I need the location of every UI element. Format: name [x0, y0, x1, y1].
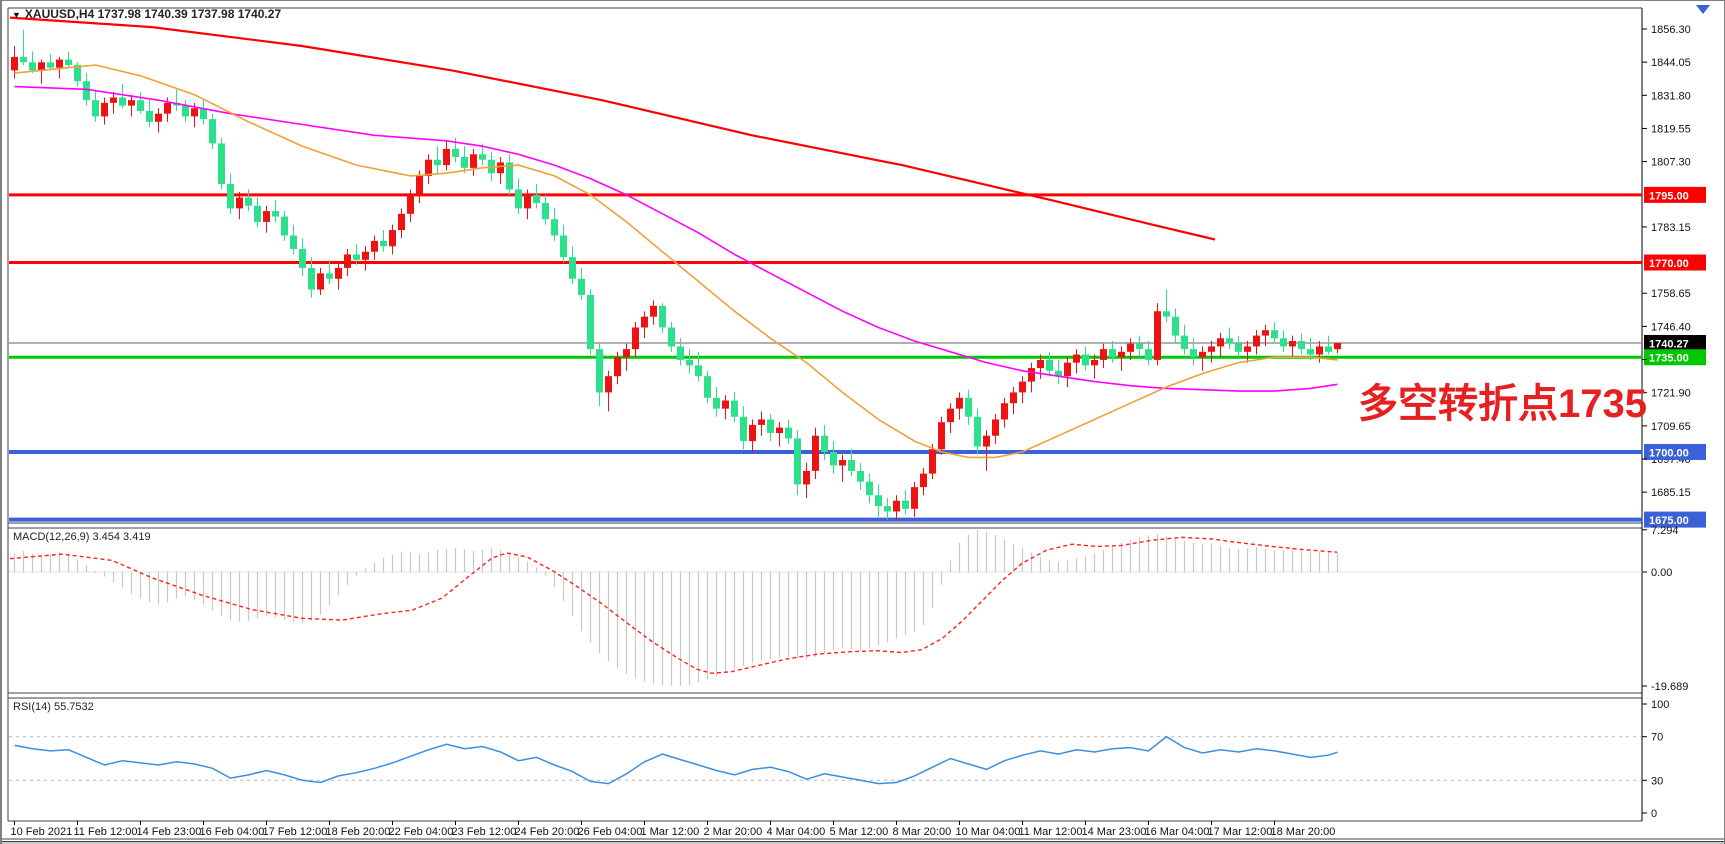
price-badge-label: 1675.00	[1649, 515, 1689, 527]
time-tick-label: 22 Feb 04:00	[389, 826, 454, 838]
macd-tick-label: -19.689	[1651, 681, 1688, 693]
price-badge	[1644, 349, 1706, 366]
price-tick-label: 1746.40	[1651, 321, 1691, 333]
price-badge	[1644, 511, 1706, 528]
time-tick-label: 2 Mar 20:00	[704, 826, 763, 838]
rsi-tick-label: 30	[1651, 775, 1663, 787]
time-tick-label: 1 Mar 12:00	[641, 826, 700, 838]
price-tick-label: 1831.80	[1651, 90, 1691, 102]
time-tick-label: 8 Mar 20:00	[893, 826, 952, 838]
price-tick-label: 1819.55	[1651, 123, 1691, 135]
ma-mid-magenta	[14, 85, 1338, 392]
rsi-tick-label: 0	[1651, 808, 1657, 820]
macd-indicator-label: MACD(12,26,9) 3.454 3.419	[13, 531, 151, 543]
price-tick-label: 1844.05	[1651, 57, 1691, 69]
annotation-text: 多空转折点1735	[1358, 382, 1647, 426]
time-tick-label: 10 Feb 2021	[11, 826, 73, 838]
candles-layer	[11, 56, 1341, 512]
price-tick-label: 1758.65	[1651, 288, 1691, 300]
price-badge-label: 1770.00	[1649, 258, 1689, 270]
rsi-tick-label: 70	[1651, 732, 1663, 744]
time-tick-label: 26 Feb 04:00	[578, 826, 643, 838]
time-tick-label: 10 Mar 04:00	[956, 826, 1021, 838]
time-tick-label: 17 Mar 12:00	[1208, 826, 1273, 838]
macd-signal-line	[9, 536, 1338, 675]
time-tick-label: 11 Feb 12:00	[74, 826, 138, 838]
time-tick-label: 14 Mar 23:00	[1082, 826, 1147, 838]
time-tick-label: 24 Feb 20:00	[515, 826, 580, 838]
macd-tick-label: 0.00	[1651, 567, 1672, 579]
price-badge-label: 1740.27	[1649, 338, 1689, 350]
symbol-ohlc-text: XAUUSD,H4 1737.98 1740.39 1737.98 1740.2…	[24, 7, 282, 21]
symbol-title: ▼ XAUUSD,H4 1737.98 1740.39 1737.98 1740.…	[12, 7, 281, 21]
time-tick-label: 17 Feb 12:00	[263, 826, 328, 838]
price-tick-label: 1721.90	[1651, 388, 1691, 400]
price-badge-label: 1735.00	[1649, 353, 1689, 365]
price-badge	[1644, 334, 1706, 351]
time-tick-label: 11 Mar 12:00	[1019, 826, 1083, 838]
chart-shift-icon[interactable]	[1696, 5, 1710, 14]
macd-tick-label: 7.294	[1651, 525, 1679, 537]
time-tick-label: 4 Mar 04:00	[767, 826, 826, 838]
time-tick-label: 16 Mar 04:00	[1145, 826, 1210, 838]
price-axis[interactable]: 1856.30 1844.05 1831.80 1819.55 1807.30 1783.…	[1644, 24, 1706, 820]
price-tick-label: 1685.15	[1651, 487, 1691, 499]
price-badge	[1644, 254, 1706, 271]
ma-slow-red	[9, 16, 1216, 241]
time-tick-label: 16 Feb 04:00	[200, 826, 265, 838]
price-tick-label: 1856.30	[1651, 24, 1691, 36]
time-tick-label: 18 Mar 20:00	[1271, 826, 1336, 838]
ma-fast-orange	[14, 64, 1338, 459]
rsi-tick-label: 100	[1651, 699, 1669, 711]
rsi-line	[14, 735, 1338, 785]
time-tick-label: 5 Mar 12:00	[830, 826, 889, 838]
price-tick-label: 1807.30	[1651, 157, 1691, 169]
price-tick-label: 1709.65	[1651, 421, 1691, 433]
price-tick-label: 1783.15	[1651, 222, 1691, 234]
symbol-dropdown-icon[interactable]: ▼	[12, 10, 21, 20]
price-badge-label: 1795.00	[1649, 190, 1689, 202]
rsi-indicator-label: RSI(14) 55.7532	[13, 701, 94, 713]
time-tick-label: 23 Feb 12:00	[452, 826, 517, 838]
time-tick-label: 14 Feb 23:00	[137, 826, 202, 838]
time-tick-label: 18 Feb 20:00	[326, 826, 391, 838]
price-badge	[1644, 186, 1706, 203]
price-badge-label: 1700.00	[1649, 447, 1689, 459]
price-badge	[1644, 443, 1706, 460]
window-bottom-frame	[2, 841, 1724, 844]
